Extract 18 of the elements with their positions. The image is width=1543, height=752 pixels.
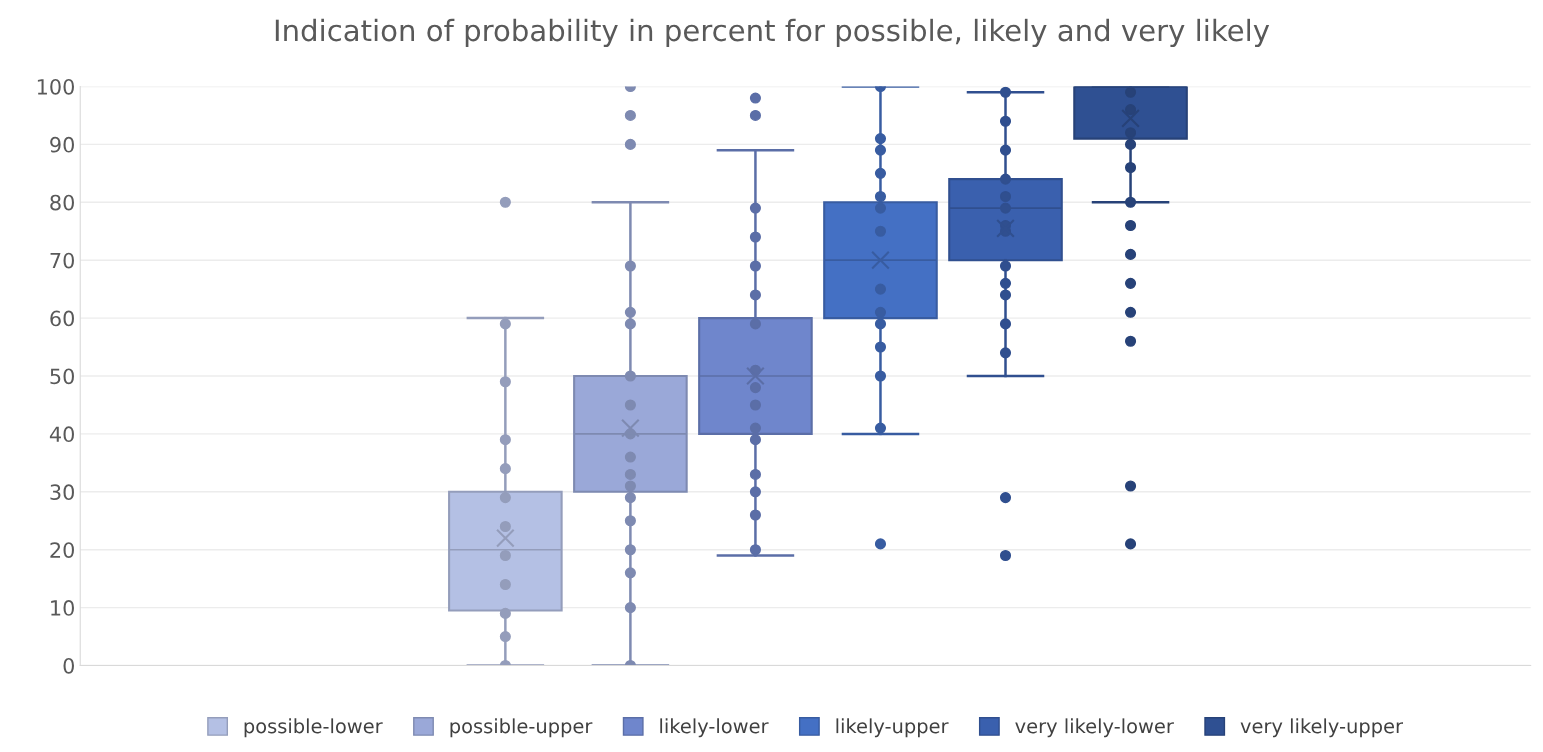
legend-label: possible-upper bbox=[450, 718, 593, 738]
chart-title: Indication of probability in percent for possible, likely and very likely bbox=[275, 18, 1270, 48]
legend-label: likely-lower bbox=[660, 718, 769, 738]
y-tick-label: 70 bbox=[50, 252, 74, 269]
legend-label: possible-lower bbox=[244, 718, 383, 738]
y-tick-label: 30 bbox=[50, 484, 74, 501]
legend-label: likely-upper bbox=[836, 718, 949, 738]
y-tick-label: 60 bbox=[50, 310, 74, 327]
y-tick-label: 40 bbox=[49, 426, 74, 443]
y-tick-label: 90 bbox=[50, 136, 74, 153]
y-tick-label: 50 bbox=[50, 368, 74, 385]
y-tick-label: 80 bbox=[50, 194, 74, 211]
y-tick-label: 10 bbox=[51, 600, 74, 616]
y-tick-label: 100 bbox=[37, 78, 74, 95]
legend-label: very likely-upper bbox=[1240, 718, 1404, 738]
y-tick-label: 20 bbox=[50, 542, 74, 558]
legend-label: very likely-lower bbox=[1015, 718, 1174, 738]
y-tick-label: 0 bbox=[63, 657, 74, 674]
